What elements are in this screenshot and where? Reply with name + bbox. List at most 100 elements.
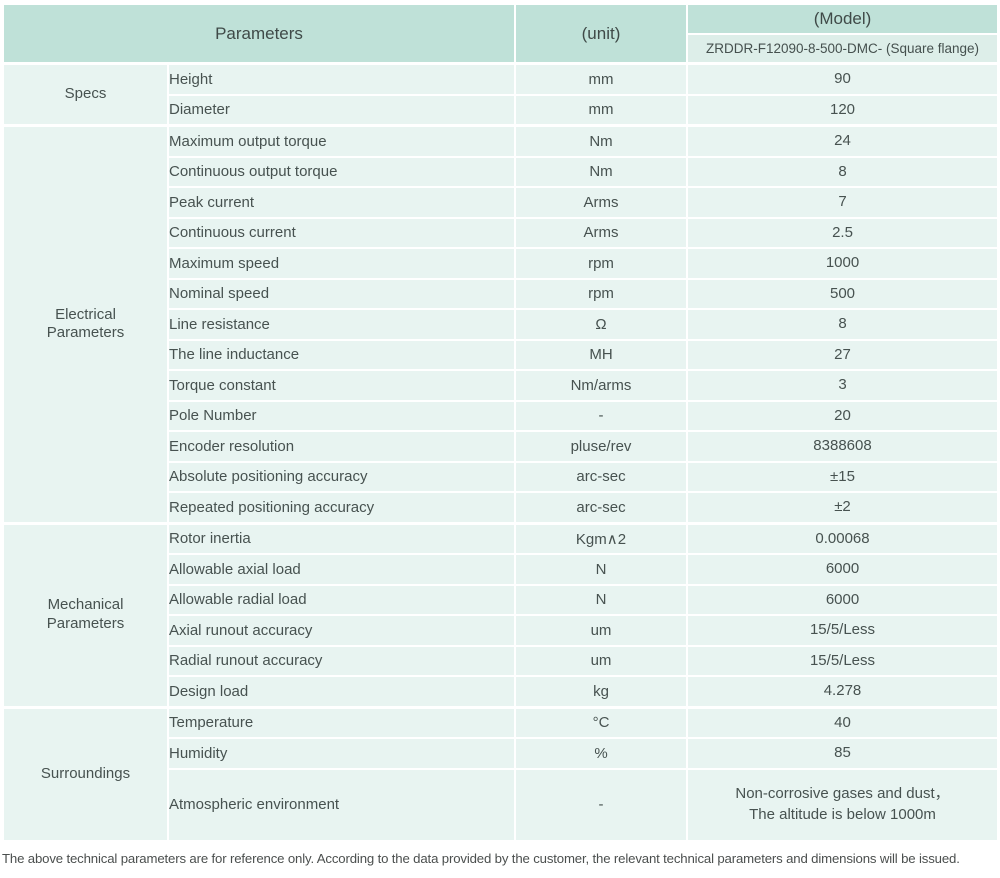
table-row: Surroundings Temperature °C 40 <box>2 705 999 842</box>
value-cell: 8 <box>686 155 999 188</box>
value-cell: 0.00068 <box>686 521 999 555</box>
parameter-cell: Humidity <box>167 737 516 770</box>
parameter-cell: The line inductance <box>167 338 516 371</box>
column-header-unit: (unit) <box>514 3 688 65</box>
value-cell: 2.5 <box>686 216 999 249</box>
unit-cell: Arms <box>514 186 688 219</box>
column-header-parameters: Parameters <box>2 3 516 65</box>
value-cell: 120 <box>686 93 999 127</box>
unit-cell: N <box>514 583 688 616</box>
unit-cell: Ω <box>514 308 688 341</box>
header-row-1: Parameters (unit) (Model) <box>2 3 999 65</box>
value-cell: Non-corrosive gases and dust， The altitu… <box>686 767 999 842</box>
unit-cell: Nm <box>514 155 688 188</box>
table-row: Absolute positioning accuracy arc-sec ±15 <box>3 460 999 493</box>
table-row: Repeated positioning accuracy arc-sec ±2 <box>3 491 999 524</box>
table-row: Maximum speed rpm 1000 <box>3 247 999 280</box>
value-cell: 90 <box>686 62 999 96</box>
unit-cell: pluse/rev <box>514 430 688 463</box>
value-cell: 4.278 <box>686 675 999 708</box>
unit-cell: MH <box>514 338 688 371</box>
table-row: Continuous current Arms 2.5 <box>3 216 999 249</box>
parameter-cell: Allowable axial load <box>167 553 516 586</box>
parameter-cell: Repeated positioning accuracy <box>167 491 516 524</box>
table-row: Mechanical Parameters Rotor inertia Kgm∧2 0… <box>2 521 999 708</box>
unit-cell: N <box>514 553 688 586</box>
group-label: Mechanical Parameters <box>2 521 169 708</box>
parameter-cell: Axial runout accuracy <box>167 614 516 647</box>
parameter-cell: Absolute positioning accuracy <box>167 460 516 493</box>
unit-cell: % <box>514 737 688 770</box>
value-cell: 20 <box>686 399 999 432</box>
parameter-cell: Line resistance <box>167 308 516 341</box>
unit-cell: Kgm∧2 <box>514 521 688 555</box>
parameter-cell: Height <box>167 62 516 96</box>
table-row: The line inductance MH 27 <box>3 338 999 371</box>
value-cell: 15/5/Less <box>686 644 999 677</box>
unit-cell: mm <box>514 62 688 96</box>
unit-cell: - <box>514 767 688 842</box>
table-row: Peak current Arms 7 <box>3 186 999 219</box>
value-cell: 7 <box>686 186 999 219</box>
value-cell: 40 <box>686 705 999 739</box>
table-row: Allowable axial load N 6000 <box>3 553 999 586</box>
parameter-cell: Peak current <box>167 186 516 219</box>
table-row: Diameter mm 120 <box>3 93 999 127</box>
parameter-cell: Encoder resolution <box>167 430 516 463</box>
value-cell: 3 <box>686 369 999 402</box>
table-row: Design load kg 4.278 <box>3 675 999 708</box>
unit-cell: °C <box>514 705 688 739</box>
group-label: Specs <box>2 62 169 127</box>
unit-cell: Nm/arms <box>514 369 688 402</box>
table-row: Encoder resolution pluse/rev 8388608 <box>3 430 999 463</box>
unit-cell: um <box>514 614 688 647</box>
parameter-cell: Continuous output torque <box>167 155 516 188</box>
unit-cell: arc-sec <box>514 491 688 524</box>
value-cell: ±15 <box>686 460 999 493</box>
parameter-cell: Atmospheric environment <box>167 767 516 842</box>
parameter-cell: Diameter <box>167 93 516 127</box>
table-row: Electrical Parameters Maximum output torq… <box>2 124 999 524</box>
value-cell: 15/5/Less <box>686 614 999 647</box>
unit-cell: - <box>514 399 688 432</box>
unit-cell: Arms <box>514 216 688 249</box>
parameter-cell: Pole Number <box>167 399 516 432</box>
parameter-cell: Allowable radial load <box>167 583 516 616</box>
unit-cell: kg <box>514 675 688 708</box>
unit-cell: arc-sec <box>514 460 688 493</box>
value-cell: 6000 <box>686 553 999 586</box>
value-cell: 8388608 <box>686 430 999 463</box>
parameter-cell: Design load <box>167 675 516 708</box>
value-cell: 500 <box>686 277 999 310</box>
model-number: ZRDDR-F12090-8-500-DMC- (Square flange) <box>686 33 999 65</box>
parameter-cell: Maximum output torque <box>167 124 516 158</box>
footer-note: The above technical parameters are for r… <box>2 850 960 866</box>
table-row: Continuous output torque Nm 8 <box>3 155 999 188</box>
unit-cell: Nm <box>514 124 688 158</box>
column-header-model: (Model) <box>686 3 999 35</box>
table-row: Line resistance Ω 8 <box>3 308 999 341</box>
parameter-cell: Temperature <box>167 705 516 739</box>
value-cell: 24 <box>686 124 999 158</box>
table-body: Specs Height mm 90 Diameter mm 120 Electrical P… <box>2 62 999 842</box>
table-row: Pole Number -20 <box>3 399 999 432</box>
unit-cell: rpm <box>514 277 688 310</box>
group-label: Electrical Parameters <box>2 124 169 524</box>
value-cell: 27 <box>686 338 999 371</box>
group-label: Surroundings <box>2 705 169 842</box>
value-cell: 8 <box>686 308 999 341</box>
parameter-cell: Radial runout accuracy <box>167 644 516 677</box>
parameter-cell: Continuous current <box>167 216 516 249</box>
parameter-cell: Maximum speed <box>167 247 516 280</box>
value-cell: 85 <box>686 737 999 770</box>
table-row: Allowable radial load N 6000 <box>3 583 999 616</box>
parameters-table: Parameters (unit) (Model) ZRDDR-F12090-8… <box>2 3 999 842</box>
value-cell: 6000 <box>686 583 999 616</box>
parameter-cell: Torque constant <box>167 369 516 402</box>
parameter-cell: Rotor inertia <box>167 521 516 555</box>
parameter-cell: Nominal speed <box>167 277 516 310</box>
unit-cell: um <box>514 644 688 677</box>
table-row: Specs Height mm 90 <box>2 62 999 127</box>
unit-cell: rpm <box>514 247 688 280</box>
